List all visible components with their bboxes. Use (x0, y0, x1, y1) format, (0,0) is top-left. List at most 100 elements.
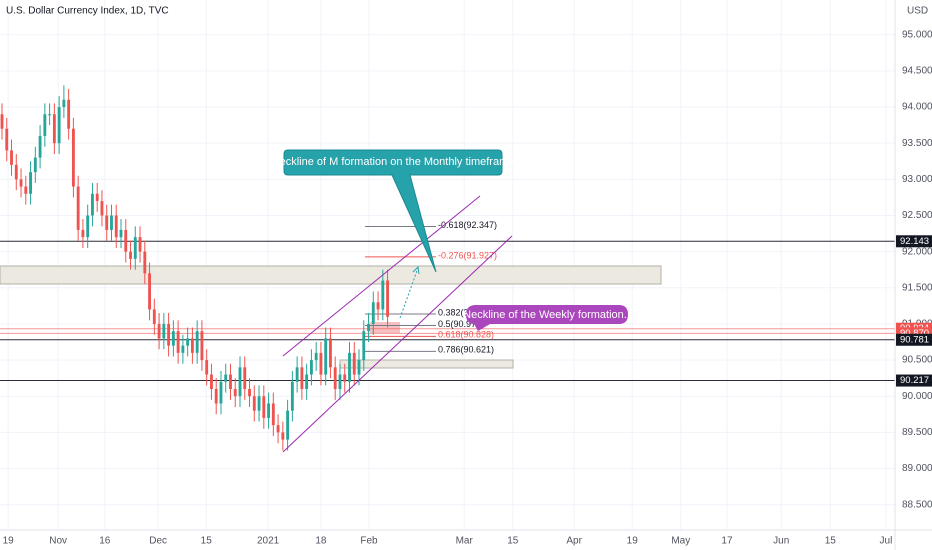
x-tick-label: 15 (825, 536, 837, 547)
x-tick-label: May (671, 536, 690, 547)
candle-body (186, 338, 190, 346)
candle-body (219, 381, 223, 404)
candle-body (348, 352, 351, 382)
price-axis (895, 0, 932, 550)
candle-body (329, 338, 332, 368)
candle-body (38, 135, 42, 158)
candle-body (148, 273, 151, 310)
candle-body (95, 193, 99, 202)
candle-body (338, 374, 342, 390)
candle-body (195, 331, 199, 353)
candle-body (233, 389, 237, 397)
candle-body (243, 367, 247, 390)
candle-body (124, 229, 128, 252)
candle-body (238, 367, 242, 397)
y-tick-label: 89.500 (902, 427, 932, 438)
x-tick-label: Feb (360, 536, 378, 547)
fib-label: 0.382(91.138) (438, 307, 494, 317)
y-tick-label: 92.000 (902, 246, 932, 257)
candle-body (290, 381, 294, 411)
candle-body (181, 345, 185, 353)
zone-rect (0, 265, 662, 285)
price-tag (896, 374, 932, 387)
candle-body (276, 425, 280, 433)
x-tick-label: Apr (566, 536, 582, 547)
candle-body (205, 360, 209, 375)
candle-body (376, 302, 380, 310)
candle-body (143, 251, 147, 274)
candle-body (314, 352, 318, 361)
candle-body (300, 367, 304, 390)
candle-body (214, 389, 218, 404)
fib-label: 0.5(90.979) (438, 319, 484, 329)
price-tag (896, 333, 932, 346)
candle-body (357, 360, 361, 375)
x-tick-label: Mar (456, 536, 474, 547)
candle-body (119, 229, 123, 238)
candle-body (86, 215, 90, 238)
candle-body (57, 107, 61, 144)
candle-body (210, 374, 213, 390)
candle-body (271, 403, 275, 426)
candle-body (48, 114, 52, 116)
x-tick-label: 19 (3, 536, 15, 547)
candle-body (114, 215, 118, 238)
candle-body (386, 280, 389, 317)
candle-body (110, 215, 113, 230)
candle-body (352, 352, 356, 375)
y-tick-label: 92.500 (902, 210, 932, 221)
candle-body (43, 114, 47, 136)
x-tick-label: 17 (721, 536, 733, 547)
candle-body (319, 352, 323, 375)
y-tick-label: 90.500 (902, 355, 932, 366)
candle-body (14, 164, 18, 180)
y-tick-label: 93.000 (902, 174, 932, 185)
candle-body (29, 172, 32, 194)
candle-body (100, 201, 104, 216)
chart-title: U.S. Dollar Currency Index, 1D, TVC (6, 6, 169, 17)
y-tick-label: 93.500 (902, 138, 932, 149)
y-tick-label: 91.500 (902, 282, 932, 293)
projection-arrow (399, 267, 419, 319)
candle-body (324, 338, 328, 375)
candle-body (129, 251, 132, 259)
price-tag-label: 90.870 (900, 328, 929, 339)
fib-label: -0.276(91.927) (438, 250, 497, 260)
candle-body (257, 396, 261, 411)
candle-body (224, 374, 228, 382)
levels: -0.618(92.347) -0.276(91.927) 0.382(91.138… (0, 220, 895, 382)
candle-body (309, 360, 313, 375)
candle-body (167, 323, 171, 346)
candle-body (367, 323, 370, 332)
price-tag (896, 235, 932, 248)
x-tick-label: 15 (507, 536, 519, 547)
candle-body (295, 367, 299, 382)
candle-body (138, 237, 142, 252)
x-tick-label: Jul (880, 536, 893, 547)
candle-body (33, 157, 37, 173)
channel-line (282, 195, 481, 357)
candle-body (105, 215, 109, 230)
candle-body (10, 150, 13, 165)
candle-body (52, 114, 56, 144)
fib-label: 0.786(90.621) (438, 345, 494, 355)
price-tag-label: 92.143 (900, 236, 929, 247)
candle-body (81, 229, 85, 238)
candle-body (305, 374, 309, 390)
candle-body (252, 396, 256, 411)
candle-body (133, 237, 137, 259)
time-axis (0, 530, 932, 550)
y-tick-label: 94.500 (902, 66, 932, 77)
x-tick-label: Nov (49, 536, 67, 547)
x-tick-label: 18 (315, 536, 327, 547)
candle-body (286, 410, 290, 440)
zone-rect (339, 359, 514, 369)
callout-text: Neckline of M formation on the Monthly t… (272, 156, 515, 168)
x-tick-label: 19 (627, 536, 639, 547)
candle-body (362, 331, 366, 361)
candle-body (262, 396, 266, 418)
axes: 88.50089.00089.50090.00090.50091.00091.5… (3, 29, 932, 547)
candle-body (371, 302, 375, 324)
candle-body (62, 99, 66, 108)
candle-body (152, 309, 156, 324)
